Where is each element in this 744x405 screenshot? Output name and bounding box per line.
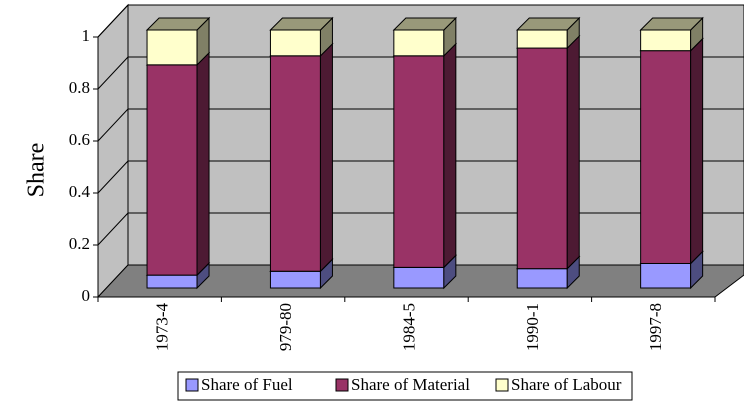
bar-front — [393, 55, 445, 268]
y-tick-label: 0.6 — [69, 130, 90, 149]
y-tick-label: 1 — [82, 26, 91, 45]
side-wall — [97, 3, 129, 299]
x-tick-label: 979-80 — [276, 303, 295, 351]
bar-front — [269, 55, 321, 272]
bar-front — [516, 268, 568, 289]
y-tick-label: 0.2 — [69, 234, 90, 253]
bar-top — [639, 17, 704, 31]
x-tick-label: 1984-5 — [399, 303, 418, 351]
legend-label: Share of Fuel — [201, 375, 293, 394]
bar-front — [640, 262, 692, 289]
legend-label: Share of Material — [351, 375, 470, 394]
bar-top — [516, 17, 581, 31]
bar-front — [640, 29, 692, 52]
bar-front — [393, 266, 445, 289]
legend-label: Share of Labour — [511, 375, 622, 394]
bar-side — [690, 37, 704, 265]
legend-swatch — [185, 378, 199, 392]
y-tick-label: 0.4 — [69, 182, 91, 201]
x-tick-label: 1990-1 — [523, 303, 542, 351]
bar-side — [196, 51, 210, 277]
bar-front — [516, 47, 568, 270]
legend-swatch — [495, 378, 509, 392]
bar-front — [393, 29, 445, 57]
bar-top — [145, 17, 211, 31]
y-tick-label: 0 — [82, 286, 91, 305]
bar-top — [269, 17, 334, 31]
grid-line — [97, 160, 129, 194]
bar-front — [269, 270, 321, 289]
legend-swatch — [335, 378, 349, 392]
grid-line — [97, 4, 129, 38]
bar-front — [146, 29, 198, 66]
bar-front — [640, 50, 692, 264]
x-tick-label: 1973-4 — [153, 303, 172, 352]
bar-front — [146, 274, 198, 289]
grid-line — [97, 56, 129, 90]
bar-front — [269, 29, 321, 57]
grid-line — [97, 212, 129, 246]
y-axis-title: Share — [24, 143, 50, 198]
bar-side — [443, 42, 457, 269]
grid-line — [97, 108, 129, 142]
bar-front — [146, 64, 198, 276]
bar-side — [566, 34, 580, 270]
bar-top — [392, 17, 458, 31]
bar-side — [319, 42, 333, 273]
y-tick-label: 0.8 — [69, 78, 90, 97]
bar-front — [516, 29, 568, 49]
legend — [177, 371, 633, 401]
x-tick-label: 1997-8 — [646, 303, 665, 351]
